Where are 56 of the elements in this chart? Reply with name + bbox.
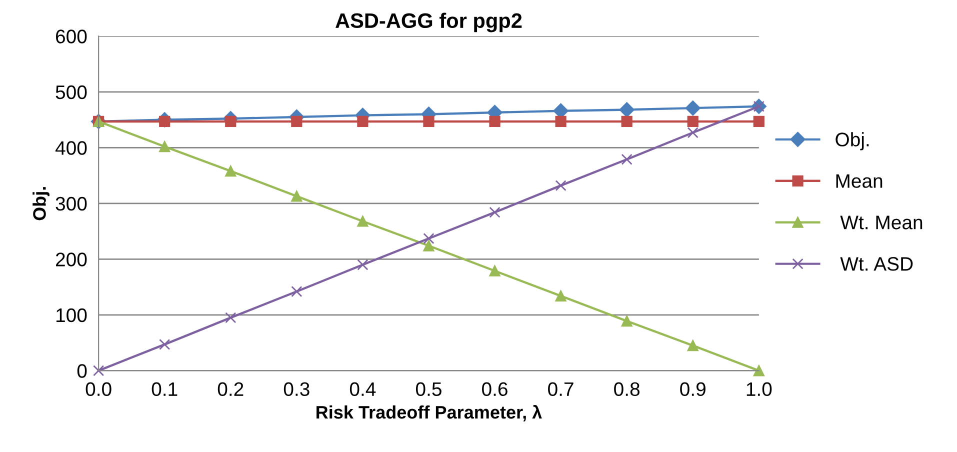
point <box>159 338 170 350</box>
x-tick-label: 0.6 <box>482 382 508 396</box>
chart-title: ASD-AGG for pgp2 <box>336 12 522 32</box>
legend-label: Wt. ASD <box>840 257 913 271</box>
legend-label: Obj. <box>836 132 869 150</box>
x-axis-title: Risk Tradeoff Parameter, λ <box>316 404 542 422</box>
point <box>357 259 368 270</box>
point <box>687 116 698 128</box>
point <box>555 116 566 128</box>
point <box>291 116 302 128</box>
y-tick-label: 200 <box>56 252 87 266</box>
x-tick-label: 0.7 <box>548 382 574 396</box>
point <box>621 116 632 128</box>
point <box>159 140 170 152</box>
y-tick-label: 300 <box>56 196 87 211</box>
point <box>291 286 302 298</box>
point <box>621 154 632 165</box>
point <box>621 315 632 327</box>
point <box>555 290 566 302</box>
x-tick-label: 0.4 <box>350 382 376 396</box>
point <box>357 116 368 128</box>
y-axis-title: Obj. <box>32 187 50 220</box>
x-tick-label: 0.2 <box>218 382 244 396</box>
legend-label: Wt. Mean <box>840 216 922 230</box>
point <box>687 340 698 352</box>
point <box>423 232 434 244</box>
point <box>357 216 368 227</box>
y-tick-label: 0 <box>77 364 87 378</box>
x-tick-label: 0.3 <box>284 382 310 396</box>
legend-label: Mean <box>836 174 882 188</box>
point <box>489 265 500 276</box>
point <box>489 116 500 128</box>
x-tick-label: 0.8 <box>614 382 640 396</box>
y-tick-label: 600 <box>56 30 87 44</box>
point <box>753 116 764 128</box>
point <box>555 180 566 192</box>
x-tick-label: 0.9 <box>680 382 706 396</box>
point <box>225 312 236 324</box>
point <box>687 127 698 138</box>
point <box>423 240 434 252</box>
x-tick-label: 0.0 <box>86 382 112 396</box>
y-tick-label: 500 <box>56 85 87 100</box>
x-tick-label: 0.1 <box>152 382 178 396</box>
point <box>291 190 302 202</box>
point <box>225 116 236 128</box>
y-tick-label: 100 <box>56 308 87 322</box>
point <box>423 116 434 128</box>
point <box>685 100 700 116</box>
point <box>489 206 500 218</box>
point <box>753 365 764 376</box>
x-tick-label: 0.5 <box>416 382 442 396</box>
point <box>619 102 634 118</box>
point <box>225 166 236 177</box>
point <box>93 365 104 376</box>
x-tick-label: 1.0 <box>746 382 772 396</box>
y-tick-label: 400 <box>55 141 87 155</box>
